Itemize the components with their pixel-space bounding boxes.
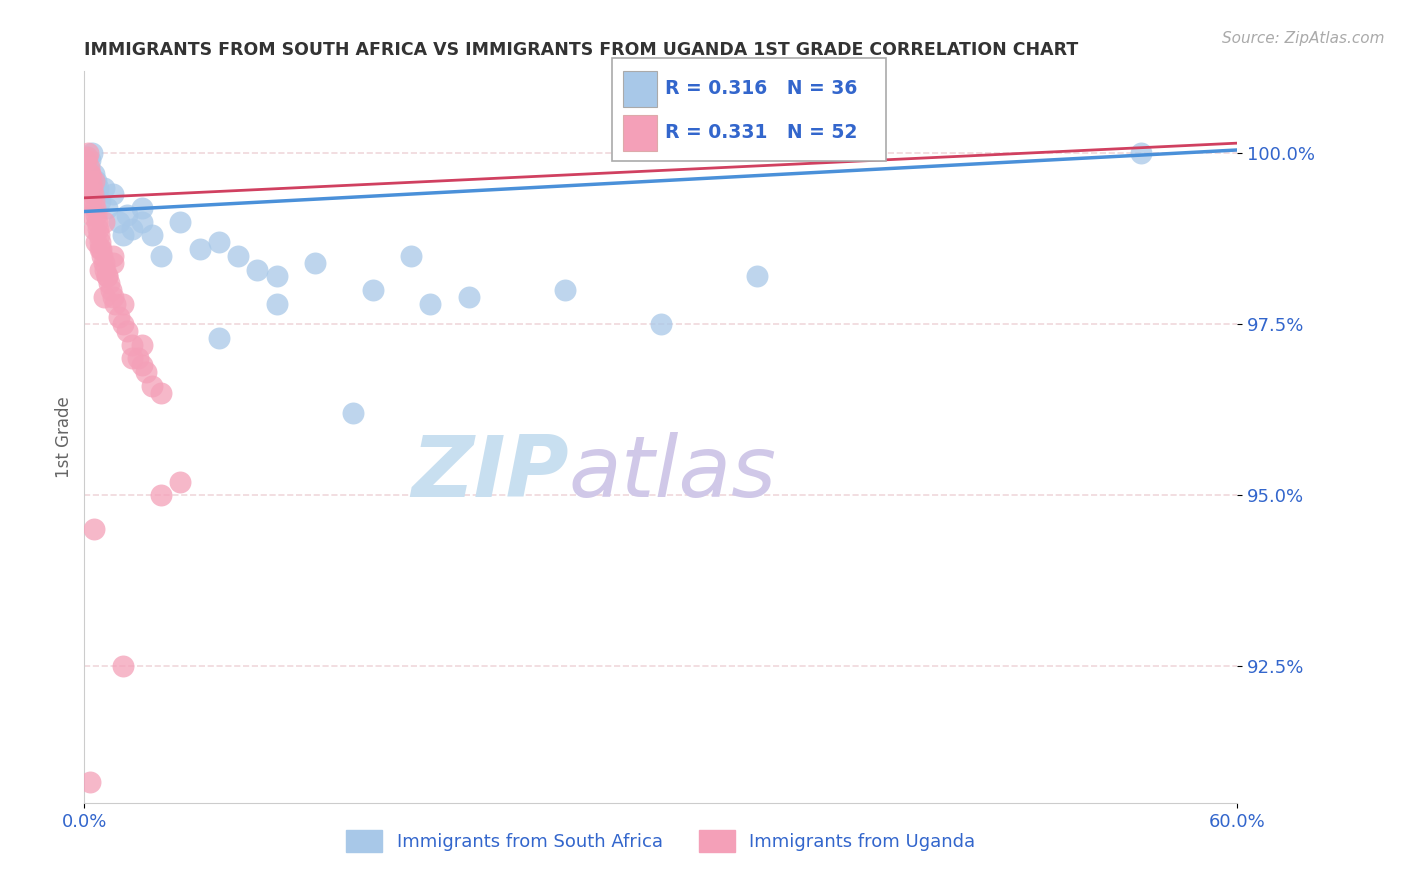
Point: [650, 318, 672, 332]
Point: [111, 659, 134, 673]
Point: [115, 208, 138, 222]
Point: [77, 180, 100, 194]
Point: [1130, 146, 1153, 161]
Point: [150, 488, 173, 502]
Point: [131, 338, 153, 352]
Text: Source: ZipAtlas.com: Source: ZipAtlas.com: [1222, 31, 1385, 46]
Point: [103, 249, 124, 263]
Text: IMMIGRANTS FROM SOUTH AFRICA VS IMMIGRANTS FROM UGANDA 1ST GRADE CORRELATION CHA: IMMIGRANTS FROM SOUTH AFRICA VS IMMIGRAN…: [84, 41, 1078, 59]
Point: [745, 269, 768, 284]
Point: [76, 150, 98, 164]
Point: [96, 201, 118, 215]
Point: [111, 297, 134, 311]
Point: [83, 522, 105, 536]
Point: [131, 359, 153, 373]
Point: [121, 351, 143, 366]
Point: [226, 249, 249, 263]
Point: [127, 351, 149, 366]
Point: [79, 153, 101, 168]
Point: [246, 262, 269, 277]
Point: [554, 283, 576, 297]
Point: [208, 331, 231, 345]
Point: [77, 146, 100, 161]
Point: [80, 180, 103, 194]
Point: [89, 242, 111, 256]
Point: [89, 262, 111, 277]
Point: [121, 221, 143, 235]
Point: [108, 310, 131, 325]
Point: [399, 249, 422, 263]
Point: [135, 365, 157, 379]
Point: [98, 277, 121, 291]
Point: [131, 201, 153, 215]
Point: [103, 256, 124, 270]
Point: [108, 215, 131, 229]
Point: [121, 338, 143, 352]
Point: [150, 385, 173, 400]
Point: [83, 174, 105, 188]
Point: [84, 235, 107, 250]
Point: [89, 235, 111, 250]
Point: [266, 297, 288, 311]
Point: [111, 228, 134, 243]
Point: [188, 242, 211, 256]
Point: [208, 235, 231, 250]
Point: [104, 297, 127, 311]
Point: [96, 269, 118, 284]
Point: [77, 160, 100, 174]
Point: [96, 269, 118, 284]
Point: [93, 256, 115, 270]
Point: [79, 194, 101, 209]
Point: [141, 228, 163, 243]
Point: [94, 262, 117, 277]
Point: [111, 318, 134, 332]
Point: [361, 283, 384, 297]
Point: [419, 297, 441, 311]
Text: ZIP: ZIP: [411, 432, 568, 516]
Point: [79, 167, 101, 181]
Point: [103, 290, 124, 304]
Y-axis label: 1st Grade: 1st Grade: [55, 396, 73, 478]
Point: [84, 201, 107, 215]
Point: [80, 208, 103, 222]
Point: [75, 153, 97, 168]
Point: [93, 215, 115, 229]
Point: [83, 194, 105, 209]
Point: [83, 167, 105, 181]
Point: [83, 221, 105, 235]
Point: [150, 249, 173, 263]
Point: [90, 249, 112, 263]
Point: [80, 174, 103, 188]
Point: [89, 194, 111, 209]
Point: [87, 228, 110, 243]
Text: R = 0.316   N = 36: R = 0.316 N = 36: [665, 79, 858, 98]
Point: [77, 160, 100, 174]
Point: [141, 379, 163, 393]
Point: [79, 167, 101, 181]
Point: [79, 775, 101, 789]
Point: [80, 146, 103, 161]
Point: [82, 187, 104, 202]
Point: [266, 269, 288, 284]
Point: [84, 174, 107, 188]
Point: [115, 324, 138, 338]
Point: [103, 187, 124, 202]
Point: [93, 290, 115, 304]
Point: [342, 406, 364, 420]
Point: [169, 475, 191, 489]
Point: [84, 208, 107, 222]
Point: [100, 283, 122, 297]
Point: [131, 215, 153, 229]
Point: [457, 290, 479, 304]
Point: [87, 221, 110, 235]
Legend: Immigrants from South Africa, Immigrants from Uganda: Immigrants from South Africa, Immigrants…: [339, 823, 983, 860]
Point: [90, 242, 112, 256]
Point: [169, 215, 191, 229]
Point: [304, 256, 326, 270]
Text: atlas: atlas: [568, 432, 776, 516]
Point: [86, 215, 108, 229]
Point: [93, 180, 115, 194]
Text: R = 0.331   N = 52: R = 0.331 N = 52: [665, 123, 858, 143]
Point: [87, 180, 110, 194]
